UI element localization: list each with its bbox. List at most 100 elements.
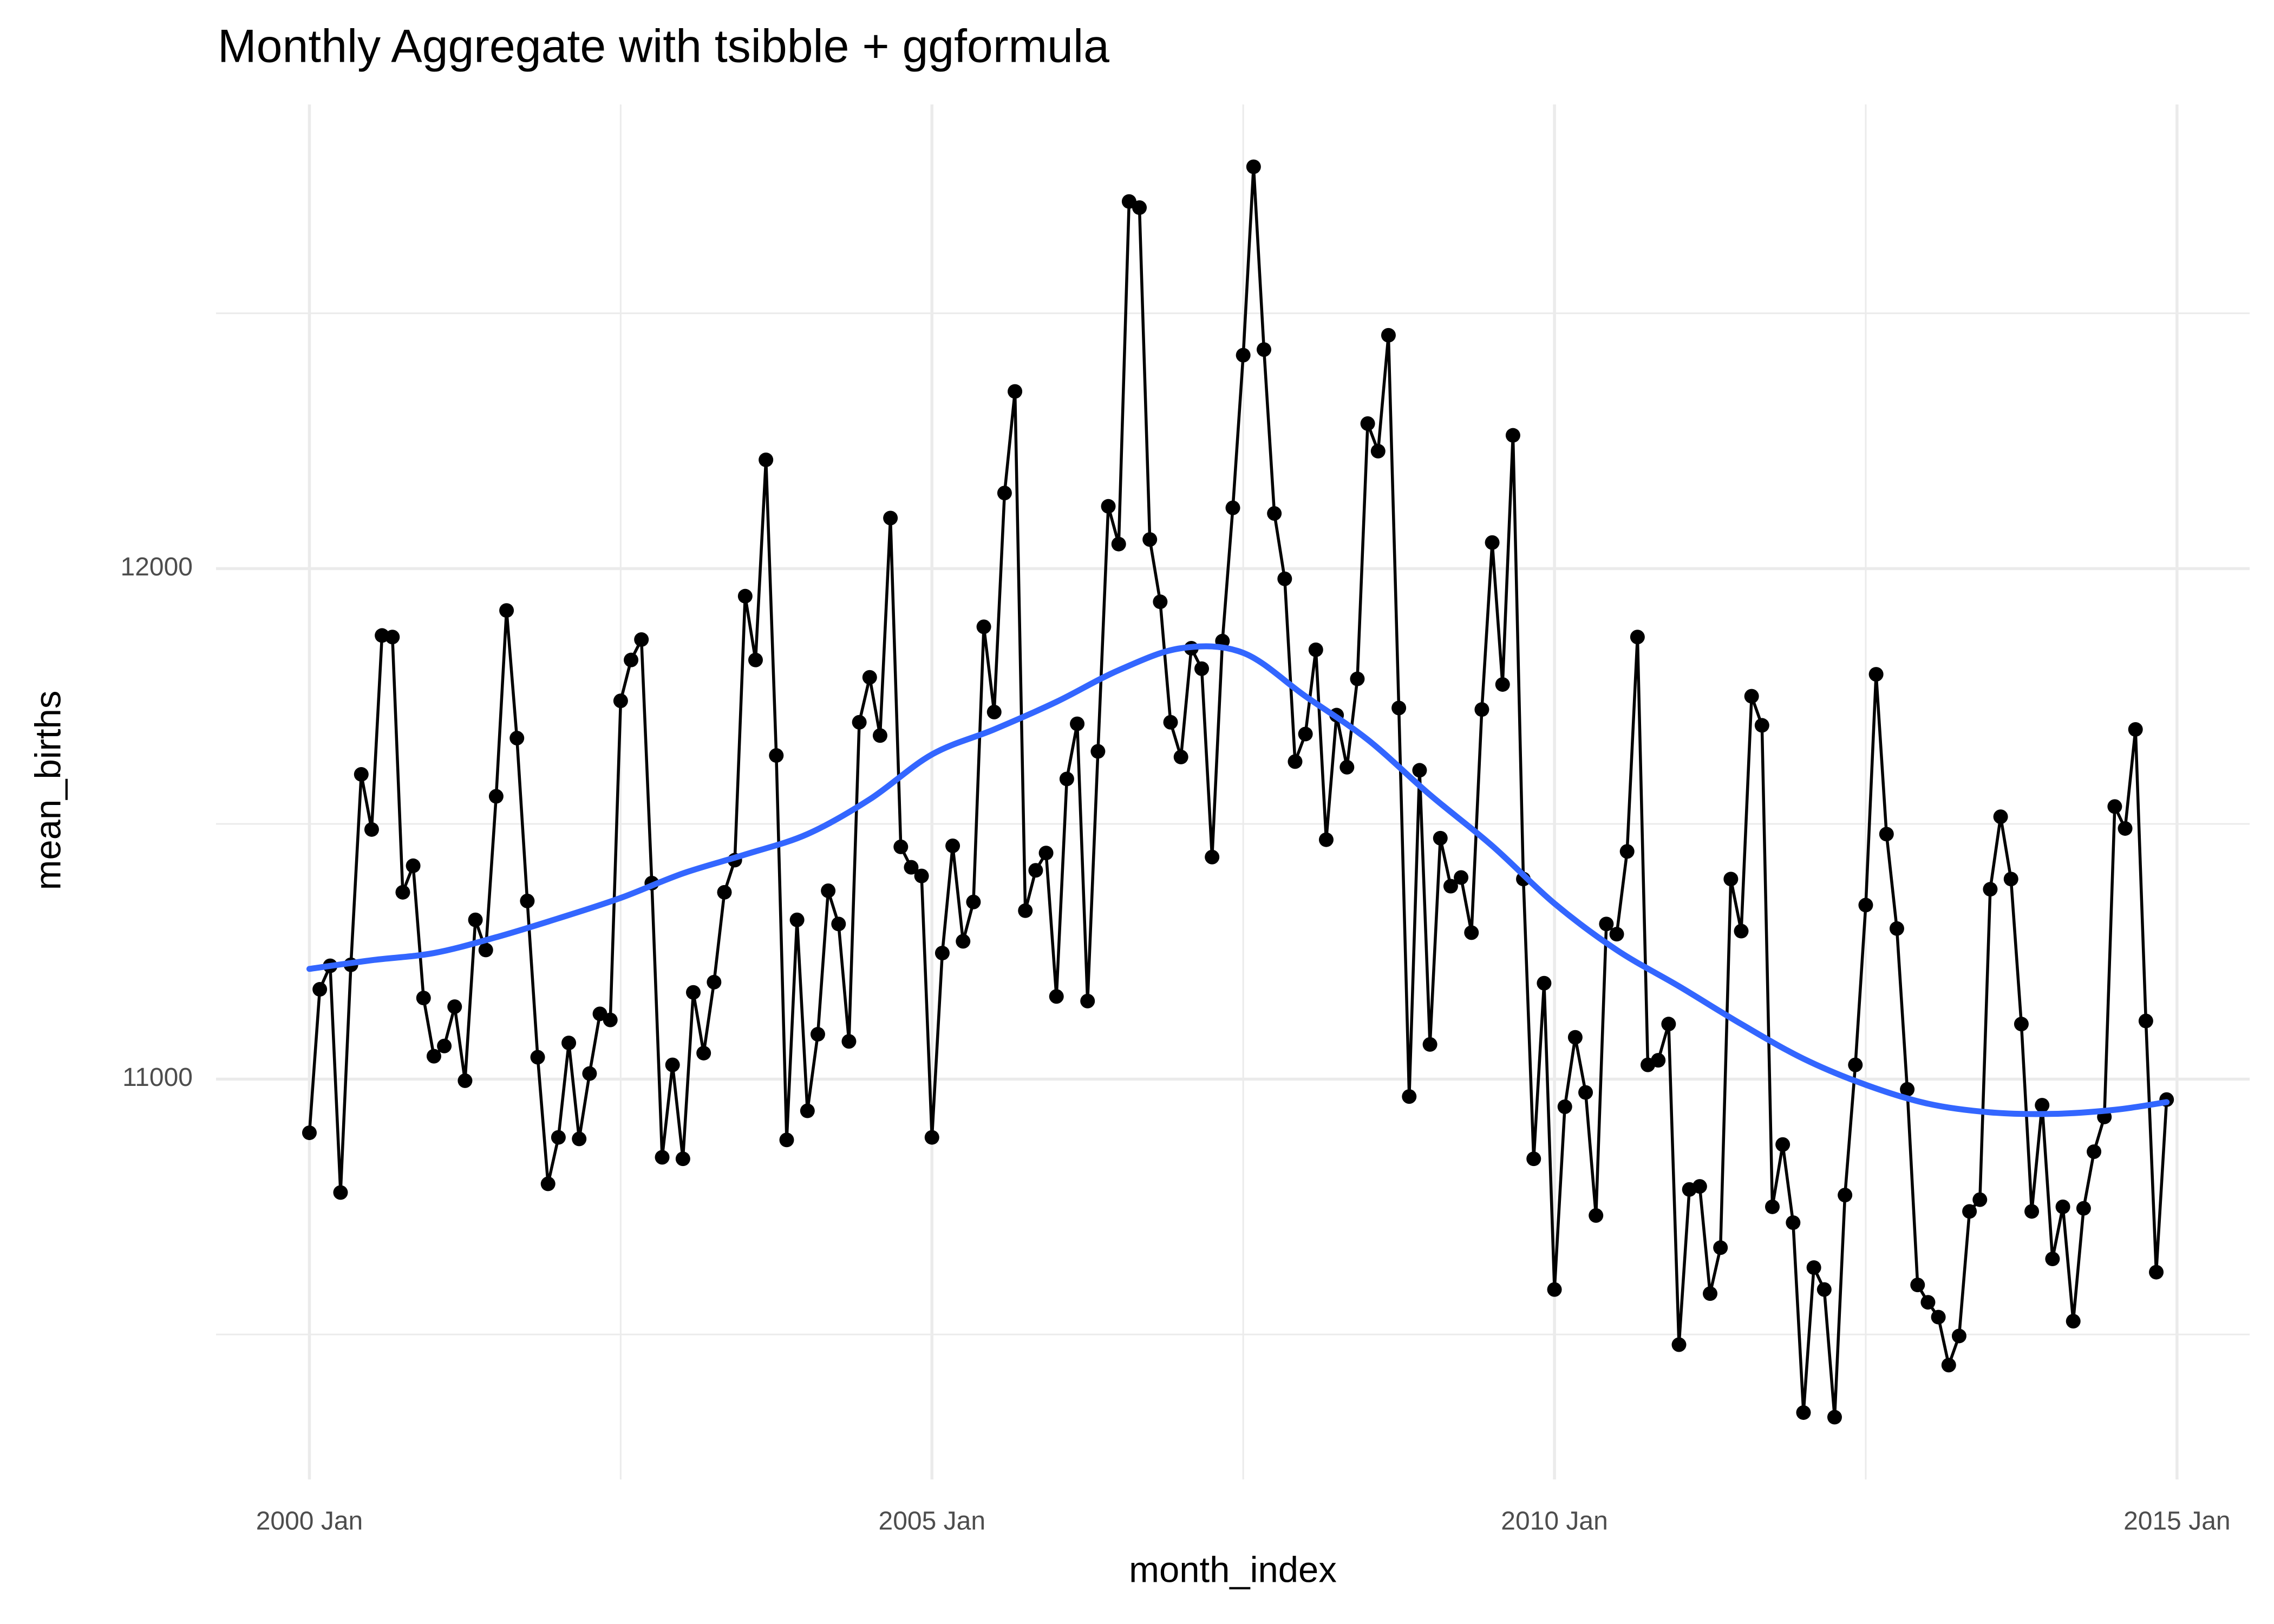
data-point [447, 999, 462, 1014]
data-point [1599, 916, 1614, 932]
data-point [956, 934, 971, 949]
data-point [1111, 536, 1126, 552]
data-point [800, 1103, 815, 1118]
data-point [717, 885, 732, 900]
data-point [540, 1176, 556, 1191]
data-point [1008, 384, 1023, 399]
data-point [2107, 799, 2122, 814]
data-point [831, 916, 846, 932]
data-point [945, 839, 960, 854]
chart-title: Monthly Aggregate with tsibble + ggformu… [218, 21, 1109, 73]
data-point [2076, 1201, 2091, 1216]
data-point [1703, 1286, 1718, 1301]
data-point [1786, 1215, 1801, 1230]
x-tick-label: 2000 Jan [256, 1507, 363, 1536]
data-point [1018, 903, 1033, 918]
data-point [904, 860, 919, 875]
data-point [468, 912, 483, 927]
data-point [499, 603, 514, 618]
data-point [1723, 872, 1739, 887]
data-point [1318, 832, 1334, 847]
data-point [1775, 1137, 1791, 1152]
data-point [914, 868, 929, 883]
data-point [2138, 1013, 2153, 1029]
data-point [1298, 726, 1313, 742]
data-point [759, 452, 774, 467]
data-point [1474, 702, 1489, 717]
data-point [1381, 328, 1396, 343]
data-point [1464, 925, 1479, 940]
data-point [1848, 1057, 1863, 1072]
data-point [1744, 689, 1759, 704]
data-point [1983, 882, 1998, 897]
data-line [308, 165, 2168, 1419]
data-point [986, 704, 1002, 719]
data-point [1557, 1099, 1572, 1114]
data-point [1816, 1282, 1832, 1297]
y-tick-label: 11000 [122, 1063, 193, 1092]
data-point [416, 991, 431, 1006]
data-point [1236, 348, 1251, 363]
data-point [1931, 1309, 1946, 1325]
data-point [385, 630, 400, 645]
data-point [976, 619, 991, 634]
data-point [737, 588, 753, 604]
data-point [1671, 1337, 1687, 1352]
data-point [2128, 722, 2143, 737]
data-point [1910, 1278, 1925, 1293]
data-point [603, 1012, 618, 1027]
x-axis-title: month_index [1129, 1550, 1337, 1590]
data-point [1578, 1085, 1593, 1100]
data-point [1485, 535, 1500, 550]
data-point [458, 1073, 473, 1088]
data-point [1962, 1204, 1977, 1219]
data-point [935, 946, 950, 961]
data-point [1889, 921, 1904, 936]
data-point [561, 1036, 577, 1051]
data-point [1163, 715, 1178, 730]
data-point [1495, 677, 1510, 692]
data-point [1194, 661, 1210, 676]
data-point [1080, 993, 1095, 1009]
data-point [1360, 416, 1375, 431]
data-point [1246, 159, 1261, 174]
data-point [1070, 716, 1085, 731]
data-point [1806, 1260, 1821, 1275]
data-point [686, 985, 701, 1000]
y-tick-label: 12000 [121, 553, 193, 581]
data-point [1370, 443, 1386, 459]
data-point [1661, 1017, 1676, 1032]
data-point [520, 893, 535, 908]
data-point [302, 1125, 317, 1141]
data-point [1858, 898, 1873, 913]
data-point [841, 1034, 857, 1049]
x-tick-label: 2010 Jan [1501, 1507, 1608, 1536]
data-point [2149, 1265, 2164, 1280]
data-point [1339, 759, 1355, 775]
data-point [852, 715, 867, 730]
data-point [1028, 863, 1043, 878]
x-tick-label: 2005 Jan [879, 1507, 986, 1536]
data-point [613, 693, 628, 709]
data-point [665, 1057, 680, 1072]
data-point [634, 632, 649, 647]
data-point [1920, 1295, 1936, 1310]
data-point [1142, 532, 1158, 547]
data-point [675, 1151, 690, 1167]
data-point [1951, 1328, 1966, 1344]
data-point [1443, 879, 1458, 894]
data-point [1090, 744, 1106, 759]
data-point [1547, 1282, 1562, 1297]
data-point [696, 1045, 711, 1060]
data-point [1038, 846, 1054, 861]
data-point [364, 822, 379, 837]
data-point [769, 748, 784, 763]
data-point [437, 1038, 452, 1053]
data-point [1651, 1053, 1666, 1068]
data-point [1868, 667, 1884, 682]
data-point [1838, 1188, 1853, 1203]
data-point [2014, 1017, 2029, 1032]
data-point [530, 1050, 545, 1065]
